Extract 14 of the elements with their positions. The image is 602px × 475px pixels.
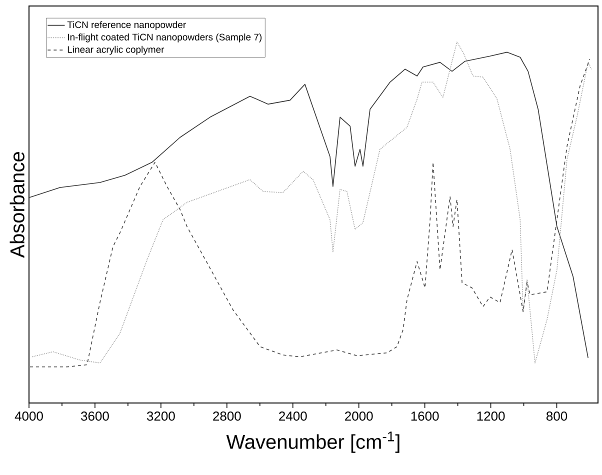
x-tick-label: 3600 <box>81 412 109 421</box>
x-tick-label: 3200 <box>146 412 175 421</box>
x-tick-label: 2000 <box>345 412 373 421</box>
legend-label: Linear acrylic coplymer <box>68 46 164 55</box>
x-tick-label: 4000 <box>14 412 43 421</box>
x-axis-title: Wavenumber [cm$^{-1}$] <box>226 432 400 453</box>
legend-label: In-flight coated TiCN nanopowders (Sample 7) <box>68 33 262 42</box>
x-tick-label: 1600 <box>411 412 439 421</box>
x-tick-label: 800 <box>546 412 568 421</box>
x-tick-label: 1200 <box>477 412 505 421</box>
y-axis-title: Absorbance <box>10 152 24 258</box>
legend-label: TiCN reference nanopowder <box>67 21 186 30</box>
x-tick-label: 2800 <box>213 412 241 421</box>
x-tick-label: 2400 <box>279 412 307 421</box>
